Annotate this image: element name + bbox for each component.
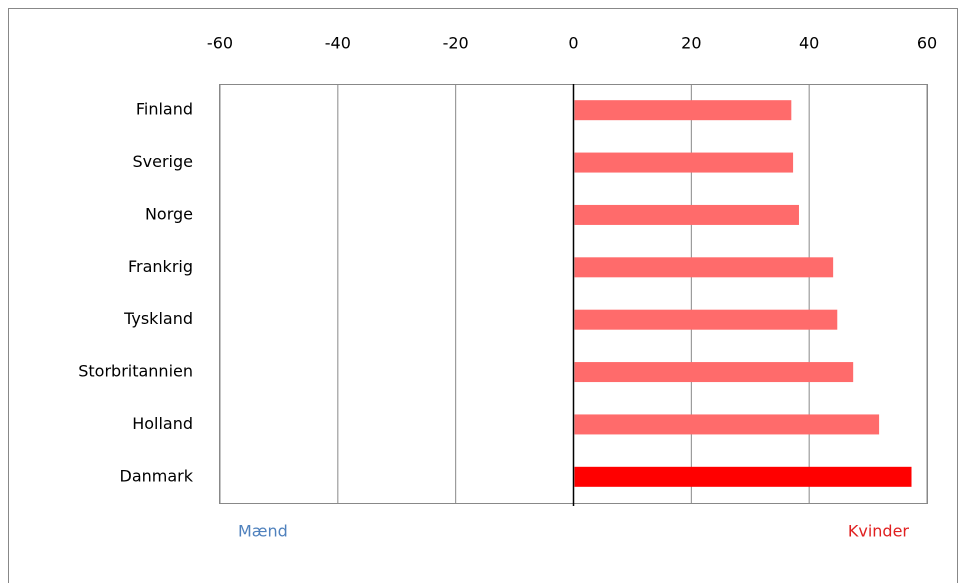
y-tick-label: Danmark <box>120 466 194 485</box>
y-tick-label: Tyskland <box>123 309 193 328</box>
x-tick-label: 40 <box>799 34 819 53</box>
annotation: Kvinder <box>848 522 910 541</box>
bar <box>574 152 794 173</box>
x-tick-label: -40 <box>325 34 351 53</box>
bar <box>574 414 880 435</box>
x-tick-label: -20 <box>443 34 469 53</box>
y-tick-label: Sverige <box>133 152 194 171</box>
y-tick-label: Finland <box>136 100 193 119</box>
x-tick-label: -60 <box>207 34 233 53</box>
annotation: Mænd <box>238 522 288 541</box>
bar <box>574 257 834 278</box>
bar <box>574 362 854 383</box>
x-tick-label: 60 <box>917 34 937 53</box>
x-tick-label: 20 <box>681 34 701 53</box>
y-tick-label: Holland <box>132 414 193 433</box>
y-tick-label: Storbritannien <box>78 362 193 381</box>
bar <box>574 204 799 225</box>
bar <box>574 309 838 330</box>
x-tick-label: 0 <box>568 34 578 53</box>
bar <box>574 100 792 121</box>
bar <box>574 466 912 487</box>
y-tick-label: Norge <box>145 204 193 223</box>
y-tick-label: Frankrig <box>128 257 193 276</box>
